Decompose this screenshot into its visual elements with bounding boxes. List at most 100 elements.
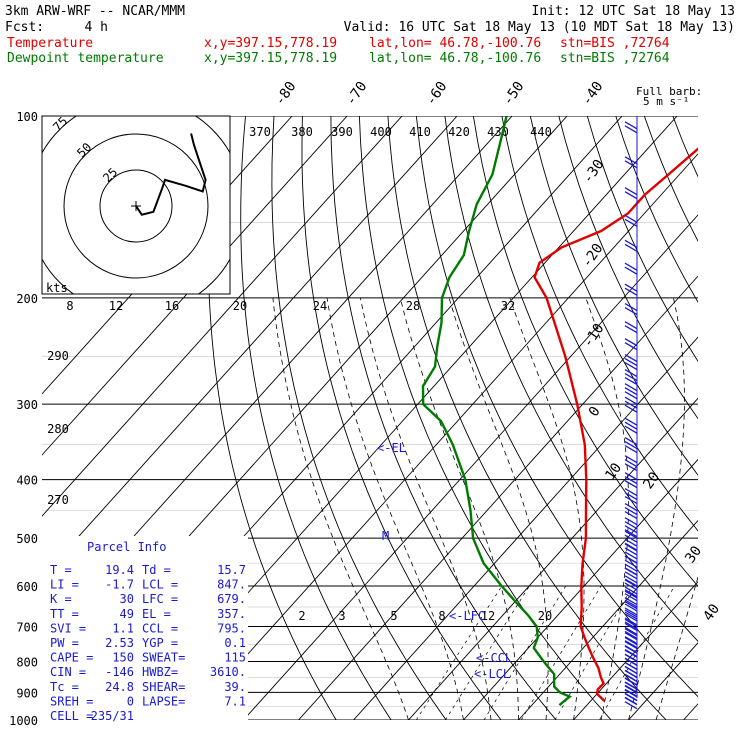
skewed-temp-label: -60	[423, 79, 451, 109]
level-marker: <-LCL	[474, 667, 510, 681]
barb-legend-title: Full barb:	[636, 85, 702, 98]
skewed-temp-label: -40	[579, 79, 607, 109]
parcel-info-key: Tc =	[50, 680, 79, 694]
moist-adiabat-line	[628, 297, 685, 720]
wind-barb	[624, 590, 638, 599]
wind-barb	[624, 387, 638, 396]
isotherm-line	[518, 519, 698, 720]
wind-barb	[624, 555, 638, 564]
wind-barb	[624, 586, 638, 595]
dewpoint-station: stn=BIS ,72764	[560, 51, 670, 66]
wind-barb	[624, 368, 638, 378]
dry-adiabat-line	[444, 116, 698, 642]
parcel-info-value: 357.	[217, 607, 246, 621]
dry-adiabat-line	[529, 116, 698, 476]
wind-barb	[624, 391, 638, 400]
theta-label: 420	[448, 125, 470, 139]
wind-barb	[624, 551, 638, 560]
wind-barb	[624, 681, 638, 690]
pressure-tick-label: 100	[16, 110, 38, 124]
wind-barb	[624, 603, 638, 612]
parcel-info-value: 150	[112, 651, 134, 665]
pressure-tick-label: 900	[16, 686, 38, 700]
parcel-info-value: 0.1	[224, 636, 246, 650]
wind-barb	[624, 187, 638, 196]
init-time: Init: 12 UTC Sat 18 May 13	[532, 4, 736, 19]
wind-barb	[624, 239, 638, 248]
temperature-station: stn=BIS ,72764	[560, 36, 670, 51]
parcel-info-key: YGP =	[142, 636, 178, 650]
wind-barb	[624, 632, 638, 641]
parcel-info-value: 49	[120, 607, 134, 621]
parcel-info-value: 30	[120, 592, 134, 606]
wind-barb	[624, 521, 638, 530]
parcel-info-key: CELL =	[50, 709, 93, 723]
pressure-tick-label: 700	[16, 620, 38, 634]
wind-barb	[624, 529, 638, 538]
pressure-tick-label: 800	[16, 655, 38, 669]
moist-adiabat-line	[655, 575, 698, 720]
wind-barb	[624, 697, 638, 706]
isotherm-line	[42, 116, 403, 517]
dry-adiabat-line	[207, 116, 337, 720]
wind-barb	[624, 487, 638, 497]
wind-barb	[624, 459, 638, 468]
mixing-ratio-label-lower: 12	[481, 609, 495, 623]
wind-barb	[624, 325, 638, 334]
theta-label: 400	[370, 125, 392, 139]
wind-barb	[624, 579, 638, 588]
parcel-info-title: Parcel Info	[87, 540, 166, 554]
dry-adiabat-line	[415, 116, 698, 698]
skewed-temp-label: 30	[682, 543, 705, 566]
parcel-info-key: SWEAT=	[142, 651, 185, 665]
wind-barb	[624, 607, 638, 616]
dewpoint-label: Dewpoint temperature	[7, 51, 164, 66]
parcel-info-bg	[42, 536, 248, 720]
skewed-temp-label: 20	[640, 469, 663, 492]
dry-adiabat-line	[501, 116, 698, 532]
parcel-info-value: 679.	[217, 592, 246, 606]
theta-label: 430	[487, 125, 509, 139]
wind-barb	[624, 628, 638, 637]
wind-barb	[624, 567, 638, 576]
wind-barb	[624, 321, 638, 330]
mixing-ratio-label: 28	[406, 299, 420, 313]
wind-barb	[624, 287, 638, 296]
isotherm-line	[573, 580, 698, 720]
parcel-info-value: 235/31	[91, 709, 134, 723]
wind-barb	[624, 578, 638, 587]
dry-adiabat-line	[240, 116, 392, 720]
temperature-label: Temperature	[7, 36, 93, 51]
valid-time: Valid: 16 UTC Sat 18 May 13 (10 MDT Sat …	[344, 20, 735, 35]
parcel-info-key: SHEAR=	[142, 680, 185, 694]
wind-barb	[624, 653, 638, 663]
wind-barb	[624, 495, 638, 505]
wind-barb	[624, 617, 638, 626]
wind-barb	[624, 593, 638, 602]
barb-legend: Full barb: 5 m s⁻¹	[636, 85, 702, 108]
wind-barb	[624, 400, 638, 409]
wind-barb	[624, 243, 638, 252]
wind-barb	[624, 630, 638, 640]
isotherm-line	[683, 703, 698, 720]
mixing-ratio-label-lower: 8	[438, 609, 445, 623]
wind-barb	[624, 396, 638, 405]
moist-adiabat-line	[360, 297, 492, 720]
wind-barb	[624, 661, 638, 671]
mixing-ratio-label: 32	[501, 299, 515, 313]
pressure-tick-label: 1000	[9, 714, 38, 728]
wind-barb	[624, 357, 638, 367]
wind-barb	[624, 689, 638, 698]
parcel-info-key: LFC =	[142, 592, 178, 606]
isotherm-line	[408, 397, 698, 720]
hodograph-trace	[135, 133, 207, 216]
wind-barb	[624, 649, 638, 658]
wind-barb	[624, 684, 638, 693]
wind-barb	[624, 404, 638, 413]
wind-barb	[624, 618, 638, 628]
pressure-tick-label: 400	[16, 474, 38, 488]
wind-barb	[624, 303, 638, 312]
barb-legend-value: 5 m s⁻¹	[643, 95, 689, 108]
wind-barb	[624, 665, 638, 675]
chart-header: 3km ARW-WRF -- NCAR/MMM Init: 12 UTC Sat…	[5, 4, 735, 66]
